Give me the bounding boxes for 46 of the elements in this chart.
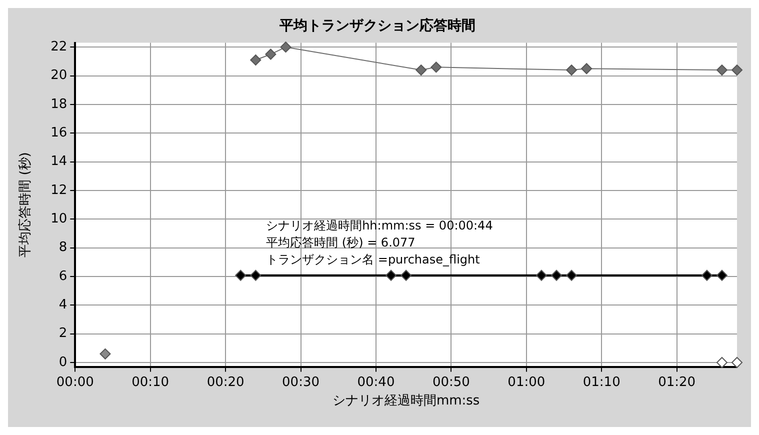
point [400,270,412,281]
x-tick-label: 00:30 [282,374,320,390]
x-tick-label: 00:40 [357,374,395,390]
point [716,357,728,368]
chart-title: 平均トランザクション応答時間 [278,17,476,34]
y-tick-label: 16 [50,125,68,140]
point [566,64,578,76]
point [416,64,427,76]
y-tick-label: 18 [50,96,68,112]
point [280,42,292,53]
point [265,48,276,60]
annotation: シナリオ経過時間hh:mm:ss = 00:00:44 平均応答時間 (秒) = 6.077 トランザクション名 =purchase_flight [266,218,493,266]
y-tick-label: 8 [58,240,68,256]
x-tick-label: 01:00 [508,374,546,390]
point [550,270,562,281]
y-tick-label: 0 [58,354,68,370]
y-tick-label: 20 [50,68,68,84]
point [250,54,262,66]
x-tick-label: 00:20 [206,374,244,390]
y-tick-label: 22 [50,39,68,54]
x-tick-label: 01:20 [658,374,696,390]
x-tick-label: 01:10 [582,374,620,390]
y-tick-label: 12 [50,182,68,198]
point [235,270,246,281]
y-tick-label: 4 [58,298,68,313]
point [716,270,728,281]
point [566,270,578,281]
point [100,348,111,360]
point [716,64,728,76]
x-axis-title: シナリオ経過時間mm:ss [332,394,480,409]
point [430,62,442,73]
point [386,270,397,281]
x-tick-label: 00:00 [56,374,94,390]
point [732,64,742,76]
point [732,357,742,368]
y-axis-title: 平均応答時間 (秒) [17,152,34,258]
x-tick-label: 00:10 [132,374,170,390]
x-tick-label: 00:50 [432,374,470,390]
point [581,63,592,74]
y-tick-label: 6 [58,268,68,284]
point [701,270,712,281]
y-tick-label: 2 [58,326,68,342]
y-tick-label: 10 [50,212,68,227]
y-tick-label: 14 [50,154,68,170]
point [250,270,262,281]
point [536,270,547,281]
